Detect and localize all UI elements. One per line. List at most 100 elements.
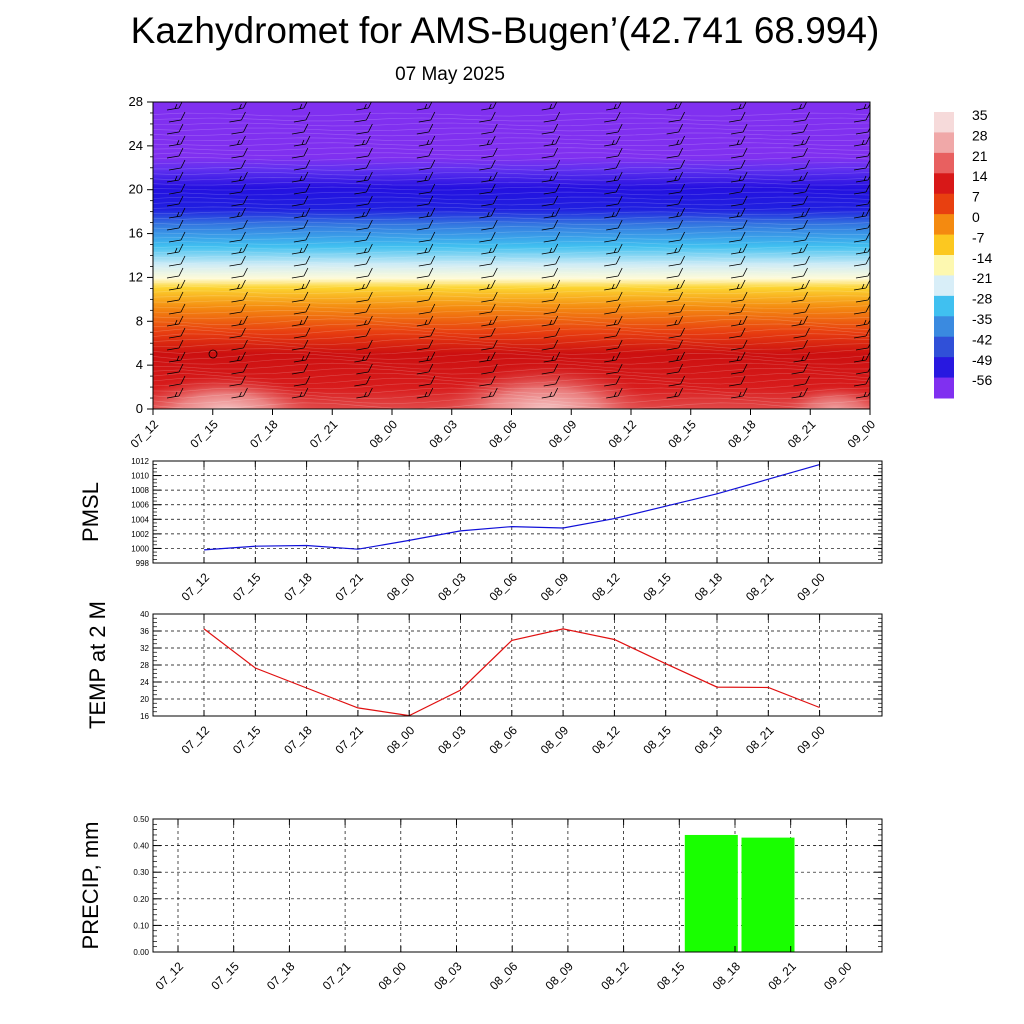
y-tick-label: 28 (140, 661, 149, 670)
wind-barb (666, 387, 683, 399)
wind-barb (855, 103, 870, 111)
contour-line (153, 186, 870, 191)
wind-barb (418, 303, 436, 315)
wind-barb (793, 183, 810, 195)
colorbar-label: 35 (972, 107, 988, 123)
contour-line (153, 196, 870, 201)
wind-barb (166, 123, 184, 135)
wind-barb (606, 123, 623, 135)
wind-barb (168, 207, 186, 219)
wind-barb (416, 243, 434, 255)
wind-barb (668, 135, 685, 147)
wind-barb (666, 123, 683, 135)
wind-barb (541, 147, 559, 159)
wind-barb (418, 207, 436, 219)
wind-barb (168, 255, 186, 267)
y-tick-label: 36 (140, 627, 149, 636)
heatmap-y-axis: 0 4 8 12 16 20 24 28 (129, 94, 153, 416)
wind-barb (606, 291, 623, 303)
x-tick-label: 08_18 (692, 723, 726, 757)
wind-barb (356, 147, 373, 159)
wind-barb (168, 327, 186, 339)
wind-barb (231, 123, 248, 135)
wind-barb (541, 171, 559, 183)
colorbar-swatch (934, 112, 954, 133)
wind-barb (291, 171, 309, 183)
wind-barb (606, 219, 623, 231)
y-tick-label: 0.00 (133, 948, 149, 957)
wind-barb (853, 279, 870, 291)
wind-barb (418, 375, 436, 387)
contour-line (153, 280, 870, 285)
colorbar-label: -49 (972, 352, 992, 368)
colorbar-label: -56 (972, 372, 992, 388)
wind-barb (791, 291, 808, 303)
panel-frame (152, 818, 883, 953)
contour-line (153, 167, 870, 171)
x-tick-label: 08_21 (743, 723, 777, 757)
wind-barb (793, 375, 810, 387)
wind-barb (604, 135, 621, 147)
wind-barb (481, 339, 498, 351)
y-tick-label: 1010 (131, 472, 149, 481)
wind-barb (668, 255, 685, 267)
wind-barb (418, 351, 436, 363)
wind-barb (354, 159, 371, 171)
wind-barb (354, 231, 371, 243)
wind-barb (731, 387, 748, 399)
x-tick-label: 08_00 (384, 723, 418, 757)
y-tick-label: 1000 (131, 544, 149, 553)
panel-frame (152, 460, 883, 564)
contour-line (153, 112, 870, 117)
wind-barb (543, 135, 561, 147)
y-tick-label: 24 (129, 138, 143, 153)
wind-barb (666, 195, 683, 207)
wind-barb (418, 183, 436, 195)
contour-line (153, 367, 870, 375)
x-tick-label: 08_06 (487, 959, 521, 993)
x-tick-label: 09_00 (794, 723, 828, 757)
wind-barb (666, 243, 683, 255)
x-tick-label: 07_12 (128, 417, 162, 451)
wind-barb (479, 111, 496, 123)
wind-barb (291, 387, 309, 399)
wind-barb (416, 171, 434, 183)
contour-line (153, 231, 870, 235)
wind-barb (793, 327, 810, 339)
wind-barb (793, 303, 810, 315)
wind-barb (791, 147, 808, 159)
wind-barb (543, 303, 561, 315)
wind-barb (855, 271, 870, 279)
colorbar-swatch (934, 234, 954, 256)
contour-line (153, 152, 870, 156)
y-tick-label: 12 (129, 269, 143, 284)
x-tick-label: 08_12 (606, 417, 640, 451)
wind-barb (231, 171, 248, 183)
contour-line (153, 122, 870, 127)
wind-barb (291, 102, 308, 111)
wind-barb (168, 303, 186, 315)
wind-barb (541, 291, 559, 303)
wind-barb (231, 219, 248, 231)
y-tick-label: 16 (140, 712, 149, 721)
series-line (203, 464, 820, 551)
x-tick-label: 08_00 (384, 570, 418, 604)
x-tick-label: 07_21 (333, 723, 367, 757)
contour-line (153, 221, 870, 225)
contour-line (153, 241, 870, 245)
wind-barb (543, 207, 561, 219)
x-tick-label: 08_09 (538, 723, 572, 757)
colorbar-swatch (934, 132, 954, 154)
x-tick-label: 08_12 (589, 723, 623, 757)
contour-line (153, 270, 870, 275)
x-tick-label: 07_18 (281, 723, 315, 757)
wind-barb (606, 195, 623, 207)
wind-barb (229, 207, 246, 219)
wind-barb (729, 231, 746, 243)
y-axis-title: PMSL (78, 482, 103, 542)
wind-barb (668, 183, 685, 195)
wind-barb (293, 255, 311, 267)
wind-barb (354, 111, 371, 123)
wind-barb (604, 327, 621, 339)
